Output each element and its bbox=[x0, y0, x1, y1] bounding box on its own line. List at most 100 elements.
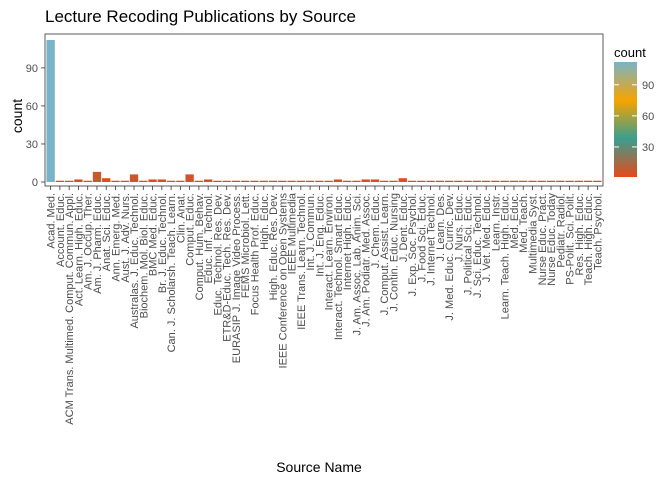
x-axis: Acad. Med.Account. Educ.ACM Trans. Multi… bbox=[46, 186, 604, 425]
x-tick-label: Interact. Technol. Smart Educ. bbox=[333, 193, 345, 340]
x-tick-label: Int. J. Commun. bbox=[305, 193, 317, 271]
x-tick-label: J. Exp. Soc. Psychol. bbox=[407, 193, 419, 296]
x-tick-label: Comput. Hum. Behav. bbox=[194, 193, 206, 300]
bar bbox=[454, 180, 463, 182]
bar bbox=[139, 180, 148, 182]
x-tick-label: Internet High. Educ. bbox=[342, 193, 354, 290]
bar bbox=[92, 171, 102, 182]
x-tick-label: ACM Trans. Multimed. Comput. Commun. App… bbox=[64, 193, 76, 425]
bar bbox=[417, 180, 426, 182]
x-tick-label: IEEE Multimedia bbox=[287, 192, 299, 274]
bar bbox=[185, 174, 194, 182]
bar bbox=[398, 178, 407, 182]
bar bbox=[380, 180, 389, 182]
bar bbox=[500, 180, 509, 182]
bar bbox=[435, 180, 444, 182]
y-tick-label: 90 bbox=[26, 63, 38, 75]
x-tick-label: IEEE Trans. Learn. Technol. bbox=[296, 193, 308, 330]
x-tick-label: PS-Polit. Sci. Polit. bbox=[565, 193, 577, 285]
bar bbox=[74, 179, 83, 182]
legend-colorbar bbox=[614, 62, 637, 177]
x-tick-label: Learn. Teach. High. Educ. bbox=[500, 193, 512, 319]
y-axis-title: count bbox=[9, 99, 25, 133]
x-tick-label: Can. J. Scholarsh. Teach. Learn. bbox=[166, 193, 178, 352]
bar bbox=[333, 179, 343, 182]
bar bbox=[268, 180, 278, 182]
x-tick-label: Account. Educ. bbox=[55, 193, 67, 267]
x-tick-label: Clin. Anat. bbox=[175, 193, 187, 243]
x-tick-label: J. Food Sci. Educ. bbox=[416, 193, 428, 282]
x-tick-label: Educ. Inf. Technol. bbox=[203, 193, 215, 283]
x-tick-label: Educ. Technol. Res. Dev. bbox=[212, 193, 224, 316]
x-tick-label: J. Am. Podiatr. Med. Assoc. bbox=[361, 193, 373, 327]
bar bbox=[528, 180, 537, 182]
bar bbox=[426, 180, 435, 182]
bar bbox=[482, 180, 491, 182]
bar bbox=[222, 180, 231, 182]
x-tick-label: Teach. Psychol. bbox=[592, 193, 604, 270]
bar bbox=[593, 180, 602, 182]
bar bbox=[343, 180, 352, 182]
x-tick-label: J. Learn. Des. bbox=[435, 193, 447, 261]
bar bbox=[157, 179, 166, 182]
chart-title: Lecture Recoding Publications by Source bbox=[45, 7, 356, 26]
bar bbox=[287, 180, 296, 182]
bar bbox=[250, 180, 259, 182]
bar bbox=[231, 180, 241, 182]
bar bbox=[129, 174, 139, 182]
x-tick-label: Pediatr. Radiol. bbox=[555, 193, 567, 268]
bar bbox=[389, 180, 398, 182]
y-tick-label: 0 bbox=[32, 177, 38, 189]
bar bbox=[166, 180, 176, 182]
x-tick-label: J. Am. Assoc. Lab. Anim. Sci. bbox=[351, 193, 363, 335]
bar bbox=[324, 180, 333, 182]
x-tick-label: J. Med. Educ. Curric. Dev. bbox=[444, 193, 456, 321]
bar bbox=[213, 180, 222, 182]
bar bbox=[352, 180, 361, 182]
x-tick-label: J. Contin. Educ. Nursing bbox=[389, 193, 401, 312]
bar bbox=[241, 180, 250, 182]
bar bbox=[259, 180, 268, 182]
bar bbox=[46, 40, 55, 182]
bar bbox=[278, 180, 287, 182]
x-tick-label: Nurse Educ. Today bbox=[546, 193, 558, 286]
x-tick-label: Focus Health Prof. Educ. bbox=[250, 193, 262, 315]
bar bbox=[120, 180, 129, 182]
x-tick-label: Am. J. Occup. Ther. bbox=[83, 193, 95, 290]
x-tick-label: J. Vet. Med. Educ. bbox=[481, 193, 493, 282]
bar bbox=[315, 180, 324, 182]
bar bbox=[407, 180, 417, 182]
bar bbox=[472, 180, 482, 182]
x-tick-label: J. Internet Technol. bbox=[426, 193, 438, 286]
x-tick-label: J. Comput. Assist. Learn. bbox=[379, 193, 391, 315]
x-tick-label: J. Nurs. Educ. bbox=[453, 193, 465, 262]
bar bbox=[574, 180, 583, 182]
bar bbox=[370, 179, 380, 182]
x-tick-label: J. Dent. Educ. bbox=[398, 193, 410, 262]
x-tick-label: Acad. Med. bbox=[46, 193, 58, 249]
x-tick-label: Br. J. Educ. Technol. bbox=[157, 193, 169, 293]
x-tick-label: Med. Educ. bbox=[509, 193, 521, 249]
bar bbox=[509, 180, 519, 182]
bars-layer bbox=[46, 40, 602, 182]
bar bbox=[83, 180, 92, 182]
x-tick-label: Australas. J. Educ. Technol. bbox=[129, 193, 141, 329]
bar bbox=[565, 180, 574, 182]
bar bbox=[519, 180, 528, 182]
bar bbox=[102, 178, 111, 182]
legend-tick-label: 60 bbox=[642, 111, 654, 123]
x-axis-title: Source Name bbox=[276, 459, 362, 475]
x-tick-label: Ann. Emerg. Med. bbox=[111, 193, 123, 282]
x-tick-label: Aust. J. Adv. Nurs. bbox=[120, 193, 132, 283]
x-tick-label: J. Political Sci. Educ. bbox=[463, 193, 475, 295]
x-tick-label: J. Chem. Educ. bbox=[370, 193, 382, 268]
x-tick-label: High. Educ. Res. Dev. bbox=[268, 193, 280, 300]
x-tick-label: High. Educ. bbox=[259, 193, 271, 250]
bar bbox=[444, 180, 454, 182]
x-tick-label: Act. Learn. High. Educ. bbox=[73, 193, 85, 306]
bar bbox=[537, 180, 546, 182]
x-tick-label: Comput. Educ. bbox=[185, 193, 197, 266]
x-tick-label: J. Sci. Educ. Technol. bbox=[472, 193, 484, 298]
x-tick-label: EURASIP J. Image Video Process. bbox=[231, 193, 243, 363]
bar bbox=[296, 180, 305, 182]
